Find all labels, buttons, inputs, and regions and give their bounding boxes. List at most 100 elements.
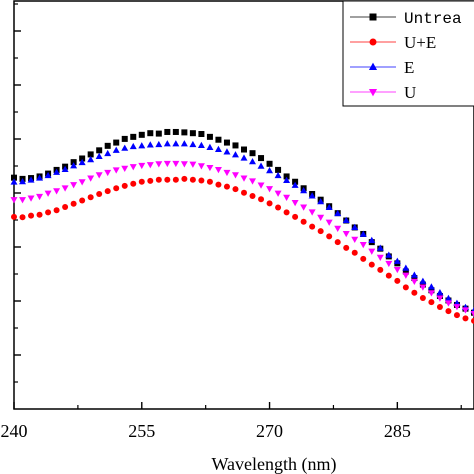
data-point — [411, 289, 418, 296]
data-point — [181, 129, 188, 136]
y-axis-ticks — [14, 3, 21, 383]
data-point — [147, 130, 154, 137]
series-u — [10, 160, 474, 318]
data-point — [189, 130, 196, 137]
data-point — [53, 188, 61, 195]
data-point — [197, 163, 205, 170]
data-point — [163, 160, 171, 168]
data-point — [427, 283, 435, 290]
data-point — [257, 182, 265, 189]
data-point — [240, 154, 248, 161]
data-point — [96, 190, 103, 197]
data-point — [138, 162, 146, 170]
data-point — [453, 304, 461, 311]
data-point — [258, 155, 265, 162]
plot-area-frame — [13, 0, 474, 410]
data-point — [241, 189, 247, 196]
data-point — [214, 145, 222, 153]
data-point — [325, 219, 333, 226]
data-point — [283, 173, 290, 180]
data-point — [172, 128, 179, 135]
data-point — [215, 181, 222, 188]
data-point — [376, 254, 384, 261]
data-point — [112, 146, 120, 153]
series-u-e — [11, 175, 474, 324]
data-point — [104, 149, 112, 157]
x-tick-label: 285 — [384, 421, 411, 441]
data-point — [164, 128, 171, 135]
data-point — [223, 183, 230, 190]
data-point — [402, 264, 410, 271]
data-point — [206, 178, 213, 185]
data-point — [121, 144, 129, 151]
data-point — [232, 172, 239, 179]
data-point — [283, 194, 291, 201]
data-point — [410, 271, 418, 278]
data-point — [428, 299, 435, 306]
data-point — [394, 277, 401, 284]
data-point — [257, 162, 265, 169]
data-point — [368, 261, 375, 268]
legend-items: Untrea U+E EU — [350, 10, 462, 102]
data-point — [368, 248, 376, 255]
data-point — [70, 162, 78, 169]
data-point — [44, 171, 52, 179]
data-point — [359, 242, 367, 249]
data-point — [172, 176, 179, 183]
data-point — [334, 209, 342, 217]
data-point — [129, 164, 137, 171]
data-point — [436, 304, 443, 310]
data-point — [300, 187, 308, 194]
data-point — [87, 155, 95, 163]
data-point — [402, 284, 409, 291]
data-point — [27, 176, 35, 183]
legend-marker — [369, 13, 377, 21]
data-point — [266, 186, 274, 193]
data-point — [385, 251, 393, 258]
data-point — [155, 140, 163, 148]
data-point — [121, 135, 128, 142]
data-point — [274, 190, 282, 197]
legend-marker — [369, 38, 377, 46]
data-point — [215, 136, 222, 143]
data-point — [95, 152, 103, 159]
data-point — [214, 166, 222, 174]
data-point — [138, 131, 145, 138]
legend-label: U+E — [404, 33, 436, 52]
data-point — [291, 181, 299, 188]
data-point — [121, 182, 128, 189]
data-point — [53, 168, 61, 175]
data-point — [325, 203, 333, 210]
data-point — [27, 195, 35, 202]
data-point — [113, 139, 120, 146]
data-point — [292, 213, 299, 220]
data-point — [146, 141, 154, 148]
data-point — [189, 140, 197, 148]
data-point — [79, 155, 86, 162]
data-point — [471, 317, 474, 324]
data-point — [411, 275, 418, 282]
data-point — [147, 177, 154, 184]
data-point — [121, 165, 129, 172]
data-point — [462, 315, 469, 322]
data-point — [164, 176, 171, 183]
data-point — [70, 200, 77, 207]
data-point — [283, 209, 290, 216]
data-point — [130, 133, 137, 140]
data-point — [334, 225, 342, 232]
data-point — [129, 142, 137, 150]
legend-item: U+E — [350, 33, 436, 52]
data-point — [36, 193, 44, 201]
series-e — [10, 140, 474, 314]
data-point — [180, 161, 188, 168]
data-point — [343, 244, 350, 251]
data-point — [300, 218, 307, 225]
data-point — [249, 150, 256, 157]
data-point — [61, 185, 69, 192]
data-point — [258, 196, 265, 203]
data-point — [351, 236, 359, 243]
data-point — [453, 312, 460, 319]
data-point — [87, 194, 94, 201]
data-point — [240, 175, 248, 182]
data-point — [130, 180, 137, 187]
